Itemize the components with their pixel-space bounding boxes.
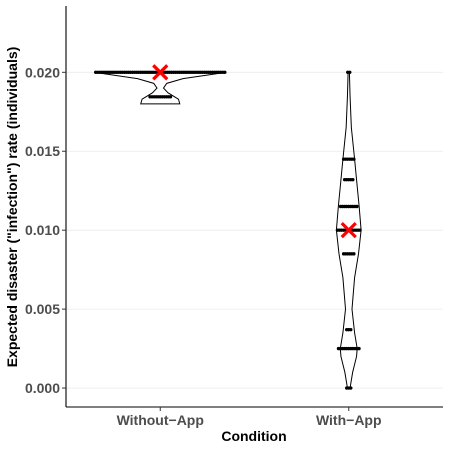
data-dot [351, 177, 355, 182]
y-tick-label: 0.005 [25, 301, 60, 317]
gridlines [66, 71, 443, 389]
data-dot [352, 252, 356, 256]
x-ticks: Without−App With−App [117, 407, 382, 428]
data-dot [349, 327, 353, 332]
mean-markers [152, 64, 357, 239]
mean-marker-1 [340, 222, 357, 239]
y-tick-label: 0.020 [25, 64, 60, 80]
data-dot [349, 386, 353, 390]
y-tick-label: 0.015 [25, 143, 60, 159]
y-tick-label: 0.000 [25, 380, 60, 396]
y-tick-label: 0.010 [25, 222, 60, 238]
x-tick-label: With−App [316, 412, 382, 428]
y-ticks: 0.000 0.005 0.010 0.015 0.020 [25, 64, 66, 396]
data-dot [223, 70, 227, 75]
mean-marker-0 [152, 64, 169, 81]
violin-0 [95, 71, 226, 105]
data-dot [358, 228, 362, 232]
data-dot [348, 70, 352, 75]
x-tick-label: Without−App [117, 412, 204, 428]
data-dot [355, 204, 359, 209]
data-dot [352, 157, 356, 161]
data-dot [168, 95, 173, 99]
data-dot [357, 346, 361, 351]
x-axis-title: Condition [221, 428, 286, 444]
y-axis-title: Expected disaster ("infection") rate (in… [4, 47, 20, 368]
